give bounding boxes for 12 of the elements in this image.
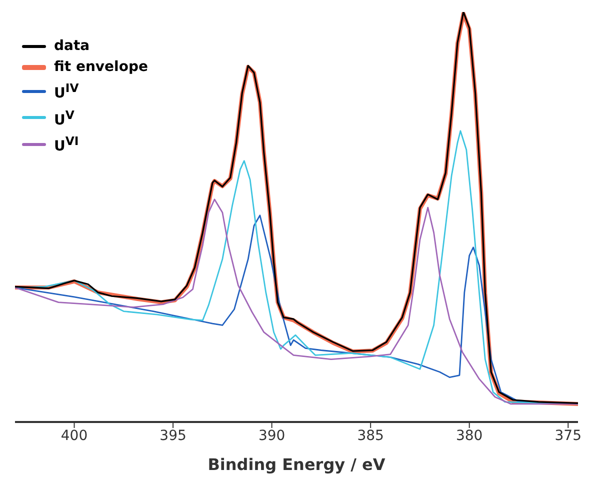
legend-label: fit envelope <box>54 58 148 77</box>
x-tick-label: 375 <box>554 428 582 444</box>
legend-label: U$^{IV}$ <box>54 80 79 104</box>
x-tick-label: 385 <box>357 428 384 444</box>
x-tick-label: 380 <box>456 428 483 444</box>
x-tick-label: 390 <box>258 428 286 444</box>
x-tick-label: 395 <box>160 428 186 444</box>
x-tick-label: 400 <box>60 428 88 444</box>
legend-label: U$^{VI}$ <box>54 133 79 157</box>
legend-label: data <box>54 37 90 56</box>
legend-label: U$^{V}$ <box>54 106 74 130</box>
x-axis-title: Binding Energy / eV <box>208 455 386 474</box>
